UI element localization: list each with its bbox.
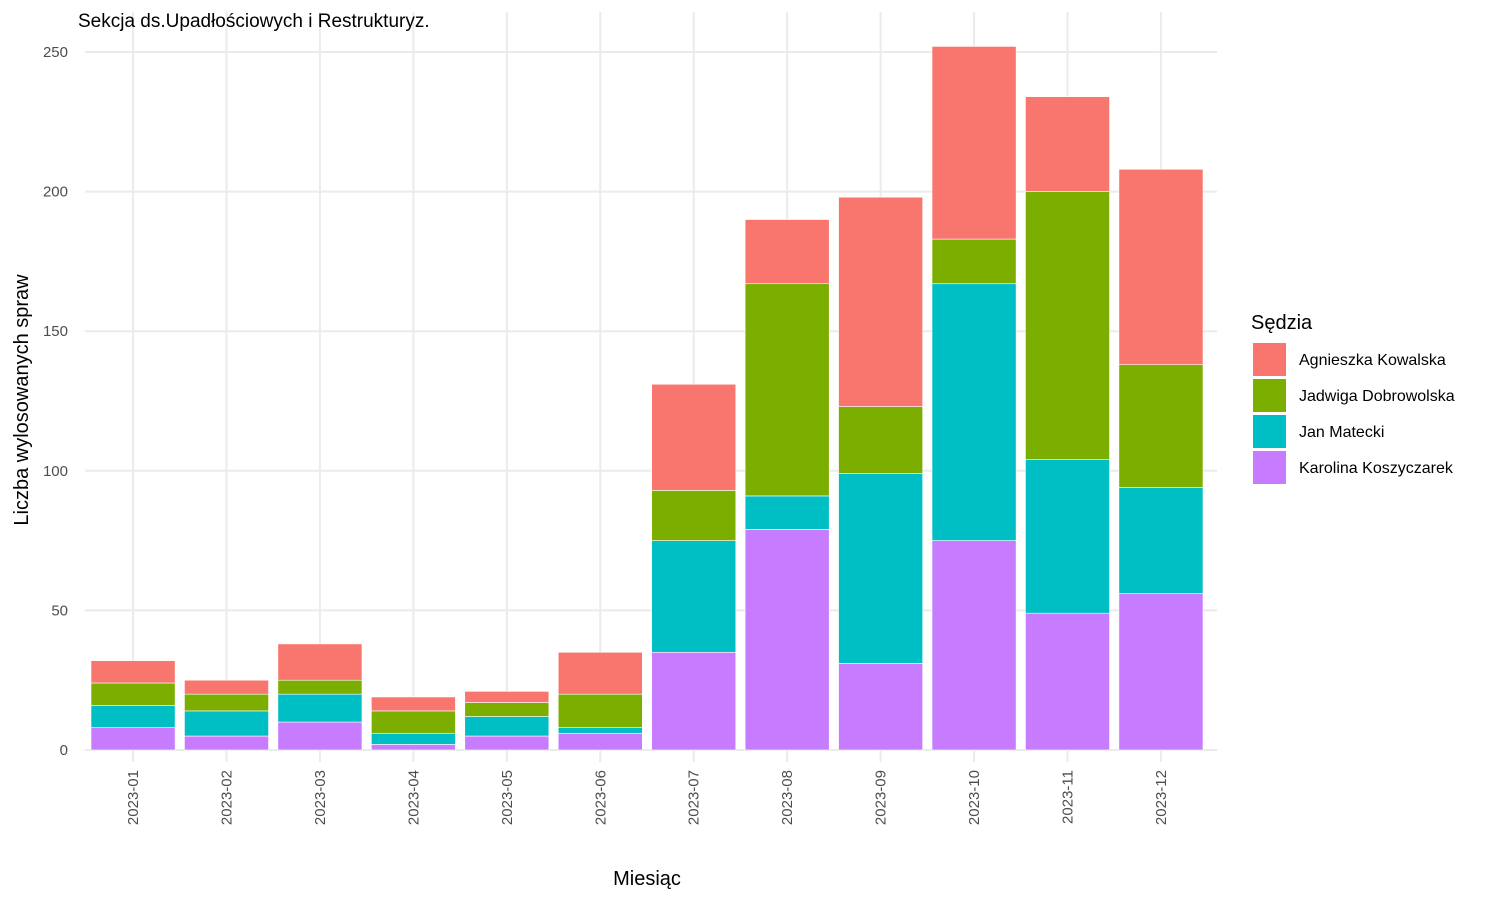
bar-segment-2023-09-jan-matecki	[838, 473, 923, 664]
bar-segment-2023-09-jadwiga-dobrowolska	[838, 406, 923, 474]
bar-segment-2023-05-jadwiga-dobrowolska	[464, 702, 550, 717]
y-tick-label: 250	[43, 44, 68, 61]
bar-segment-2023-10-jadwiga-dobrowolska	[931, 238, 1017, 285]
x-tick-label: 2023-06	[592, 770, 609, 825]
chart-title: Sekcja ds.Upadłościowych i Restrukturyz.	[78, 11, 430, 32]
bar-segment-2023-01-jadwiga-dobrowolska	[90, 682, 176, 706]
legend-key-jan-matecki	[1253, 415, 1286, 448]
legend-label: Jan Matecki	[1299, 424, 1384, 441]
bar-segment-2023-06-jan-matecki	[557, 727, 643, 734]
bar-segment-2023-09-karolina-koszyczarek	[838, 663, 923, 751]
legend-label: Karolina Koszyczarek	[1299, 460, 1454, 477]
bar-segment-2023-01-jan-matecki	[90, 705, 176, 728]
bar-segment-2023-08-karolina-koszyczarek	[744, 529, 830, 751]
bar-segment-2023-02-agnieszka-kowalska	[184, 679, 269, 695]
x-tick-label: 2023-08	[779, 770, 796, 825]
bar-segment-2023-07-agnieszka-kowalska	[651, 383, 737, 491]
legend-label: Jadwiga Dobrowolska	[1299, 388, 1455, 405]
bar-segment-2023-07-karolina-koszyczarek	[651, 651, 737, 751]
legend-label: Agnieszka Kowalska	[1299, 352, 1446, 369]
bar-segment-2023-03-jadwiga-dobrowolska	[277, 679, 363, 695]
x-tick-label: 2023-01	[125, 770, 142, 825]
bar-segment-2023-10-agnieszka-kowalska	[931, 46, 1017, 240]
legend: Sędzia Agnieszka Kowalska Jadwiga Dobrowo…	[1251, 312, 1455, 484]
bar-segment-2023-08-jadwiga-dobrowolska	[744, 283, 830, 497]
bar-segment-2023-06-agnieszka-kowalska	[557, 651, 643, 695]
bar-segment-2023-05-karolina-koszyczarek	[464, 735, 550, 751]
y-tick-label: 50	[51, 602, 68, 619]
bar-segment-2023-12-jadwiga-dobrowolska	[1118, 364, 1204, 488]
bar-segment-2023-06-jadwiga-dobrowolska	[557, 693, 643, 728]
x-tick-label: 2023-12	[1153, 770, 1170, 825]
bar-segment-2023-03-agnieszka-kowalska	[277, 643, 363, 681]
bar-segment-2023-10-jan-matecki	[931, 283, 1017, 541]
x-tick-label: 2023-10	[966, 770, 983, 825]
bar-segment-2023-01-karolina-koszyczarek	[90, 727, 176, 751]
x-tick-label: 2023-02	[218, 770, 235, 825]
x-tick-label: 2023-04	[405, 770, 422, 825]
bar-segment-2023-11-agnieszka-kowalska	[1025, 96, 1110, 192]
bar-segment-2023-04-jadwiga-dobrowolska	[371, 710, 456, 734]
bar-segment-2023-11-jan-matecki	[1025, 459, 1110, 614]
bar-segment-2023-11-jadwiga-dobrowolska	[1025, 191, 1110, 460]
y-tick-label: 150	[43, 323, 68, 340]
bar-segment-2023-03-karolina-koszyczarek	[277, 721, 363, 751]
bar-segment-2023-12-agnieszka-kowalska	[1118, 168, 1204, 366]
bar-segment-2023-06-karolina-koszyczarek	[557, 732, 643, 751]
bar-segment-2023-09-agnieszka-kowalska	[838, 196, 923, 407]
y-axis-ticks: 0 50 100 150 200 250	[43, 44, 68, 759]
bar-segment-2023-07-jadwiga-dobrowolska	[651, 490, 737, 541]
bar-segment-2023-12-karolina-koszyczarek	[1118, 593, 1204, 751]
bar-segment-2023-11-karolina-koszyczarek	[1025, 612, 1110, 751]
bar-segment-2023-04-agnieszka-kowalska	[371, 696, 456, 712]
bar-segment-2023-12-jan-matecki	[1118, 487, 1204, 594]
bars	[90, 46, 1204, 751]
bar-segment-2023-03-jan-matecki	[277, 693, 363, 723]
y-tick-label: 100	[43, 463, 68, 480]
x-tick-label: 2023-03	[312, 770, 329, 825]
bar-segment-2023-02-jadwiga-dobrowolska	[184, 693, 269, 712]
legend-key-karolina-koszyczarek	[1253, 451, 1286, 484]
bar-segment-2023-10-karolina-koszyczarek	[931, 540, 1017, 751]
legend-key-jadwiga-dobrowolska	[1253, 379, 1286, 412]
bar-segment-2023-02-karolina-koszyczarek	[184, 735, 269, 751]
x-axis-ticks: 2023-01 2023-02 2023-03 2023-04 2023-05 2023-…	[125, 770, 1170, 825]
bar-segment-2023-08-agnieszka-kowalska	[744, 219, 830, 285]
x-tick-label: 2023-11	[1060, 770, 1077, 824]
x-tick-label: 2023-07	[686, 770, 703, 825]
bar-segment-2023-08-jan-matecki	[744, 495, 830, 530]
legend-title: Sędzia	[1251, 312, 1313, 334]
x-tick-label: 2023-05	[499, 770, 516, 825]
y-tick-label: 0	[60, 742, 68, 759]
y-tick-label: 200	[43, 184, 68, 201]
y-axis-title: Liczba wylosowanych spraw	[11, 274, 33, 526]
bar-segment-2023-05-jan-matecki	[464, 716, 550, 737]
bar-segment-2023-05-agnieszka-kowalska	[464, 691, 550, 703]
bar-segment-2023-02-jan-matecki	[184, 710, 269, 737]
x-axis-title: Miesiąc	[613, 868, 681, 890]
x-tick-label: 2023-09	[873, 770, 890, 825]
bar-segment-2023-04-jan-matecki	[371, 732, 456, 745]
legend-key-agnieszka-kowalska	[1253, 343, 1286, 376]
bar-segment-2023-07-jan-matecki	[651, 540, 737, 653]
bar-segment-2023-04-karolina-koszyczarek	[371, 744, 456, 751]
bar-segment-2023-01-agnieszka-kowalska	[90, 660, 176, 684]
